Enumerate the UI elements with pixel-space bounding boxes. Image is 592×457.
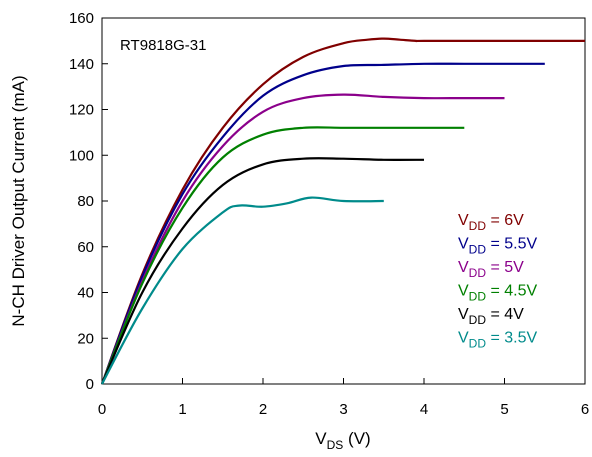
y-tick-label: 100 bbox=[69, 147, 94, 164]
legend-entry-suffix: = 4.5V bbox=[486, 283, 537, 300]
y-tick-label: 0 bbox=[86, 376, 94, 393]
series-line bbox=[100, 93, 505, 385]
series-line bbox=[101, 196, 384, 385]
legend-entry: VDD = 3.5V bbox=[458, 330, 537, 351]
y-axis-label: N-CH Driver Output Current (mA) bbox=[9, 75, 28, 326]
legend-entry-suffix: = 4V bbox=[486, 306, 524, 323]
legend-entry-sub: DD bbox=[469, 243, 487, 257]
legend-entry: VDD = 5.5V bbox=[458, 236, 537, 257]
x-tick-label: 5 bbox=[500, 401, 508, 418]
x-tick-label: 1 bbox=[178, 401, 186, 418]
series-line bbox=[100, 157, 425, 385]
legend-entry-sub: DD bbox=[469, 266, 487, 280]
y-tick-label: 40 bbox=[77, 285, 94, 302]
series-line bbox=[100, 37, 585, 385]
x-axis-label-sub: DS bbox=[327, 438, 344, 452]
legend-entry-suffix: = 5V bbox=[486, 259, 524, 276]
x-tick-label: 2 bbox=[259, 401, 267, 418]
legend-entry-main: V bbox=[458, 306, 469, 323]
y-tick-label: 80 bbox=[77, 193, 94, 210]
legend-entry: VDD = 4V bbox=[458, 306, 524, 327]
x-axis-label: VDS (V) bbox=[315, 429, 370, 452]
series-line bbox=[100, 62, 545, 385]
legend-entry-sub: DD bbox=[469, 313, 487, 327]
x-axis-label-suffix: (V) bbox=[343, 429, 370, 448]
legend-entry-main: V bbox=[458, 330, 469, 347]
x-axis-label-main: V bbox=[315, 429, 327, 448]
legend-entry-sub: DD bbox=[469, 219, 487, 233]
series-lines bbox=[100, 37, 585, 385]
chart-annotation: RT9818G-31 bbox=[120, 37, 206, 54]
legend-entry-suffix: = 5.5V bbox=[486, 236, 537, 253]
legend-entry-suffix: = 3.5V bbox=[486, 330, 537, 347]
legend-entry: VDD = 6V bbox=[458, 212, 524, 233]
y-tick-label: 140 bbox=[69, 56, 94, 73]
legend-entry-sub: DD bbox=[469, 337, 487, 351]
y-tick-label: 20 bbox=[77, 330, 94, 347]
x-tick-label: 3 bbox=[339, 401, 347, 418]
legend-entry: VDD = 4.5V bbox=[458, 283, 537, 304]
legend-entry-sub: DD bbox=[469, 290, 487, 304]
legend-entry: VDD = 5V bbox=[458, 259, 524, 280]
legend-entry-main: V bbox=[458, 236, 469, 253]
series-line bbox=[100, 126, 465, 385]
y-tick-label: 120 bbox=[69, 102, 94, 119]
legend-entry-main: V bbox=[458, 212, 469, 229]
x-tick-label: 0 bbox=[98, 401, 106, 418]
y-tick-label: 160 bbox=[69, 10, 94, 27]
legend-entry-suffix: = 6V bbox=[486, 212, 524, 229]
legend-entry-main: V bbox=[458, 283, 469, 300]
y-tick-label: 60 bbox=[77, 239, 94, 256]
x-tick-label: 6 bbox=[581, 401, 589, 418]
legend-entry-main: V bbox=[458, 259, 469, 276]
x-tick-label: 4 bbox=[420, 401, 428, 418]
